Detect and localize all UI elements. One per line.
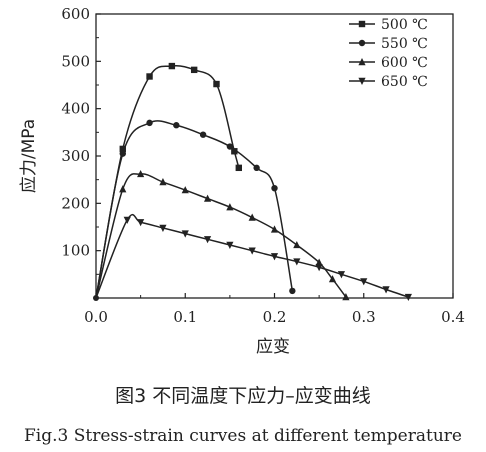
y-tick-label: 200 bbox=[61, 194, 90, 212]
data-point bbox=[137, 219, 145, 227]
y-tick-label: 100 bbox=[61, 242, 90, 260]
data-point bbox=[226, 203, 234, 211]
data-point bbox=[203, 194, 212, 202]
data-point bbox=[253, 164, 260, 172]
legend-label: 550 ℃ bbox=[381, 36, 428, 52]
data-point bbox=[173, 122, 180, 129]
data-point bbox=[337, 271, 346, 279]
data-point bbox=[235, 164, 242, 172]
legend-marker bbox=[358, 58, 366, 66]
data-point bbox=[190, 66, 198, 74]
data-point bbox=[293, 240, 301, 249]
legend-marker bbox=[358, 77, 366, 85]
data-point bbox=[119, 150, 126, 157]
x-axis-label: 应变 bbox=[256, 337, 290, 357]
legend: 500 ℃ 550 ℃ 600 ℃ 650 ℃ bbox=[349, 17, 428, 90]
data-point bbox=[226, 241, 234, 249]
axes-layer: 0.0 0.1 0.2 0.3 0.4 100 200 300 400 500 600 bbox=[61, 5, 465, 326]
x-tick-label: 0.3 bbox=[352, 308, 376, 326]
data-point bbox=[159, 224, 167, 232]
x-tick-label: 0.4 bbox=[441, 308, 465, 326]
data-point bbox=[119, 185, 127, 193]
data-point bbox=[271, 184, 278, 192]
legend-marker bbox=[358, 20, 366, 28]
data-point bbox=[289, 287, 296, 295]
data-point bbox=[199, 131, 207, 138]
y-tick-label: 300 bbox=[61, 147, 90, 165]
data-point bbox=[360, 278, 368, 286]
data-point bbox=[293, 258, 301, 266]
x-tick-label: 0.1 bbox=[173, 308, 197, 326]
series-line bbox=[95, 173, 347, 299]
data-point bbox=[181, 186, 189, 194]
data-point bbox=[226, 143, 234, 150]
data-point bbox=[315, 264, 323, 272]
data-point bbox=[270, 225, 279, 233]
data-point bbox=[404, 293, 412, 302]
x-tick-label: 0.2 bbox=[263, 308, 287, 326]
legend-label: 500 ℃ bbox=[381, 17, 428, 33]
series-3 bbox=[95, 213, 412, 302]
data-point bbox=[342, 293, 350, 301]
y-tick-label: 600 bbox=[61, 5, 90, 23]
legend-label: 600 ℃ bbox=[381, 55, 428, 71]
data-point bbox=[328, 275, 337, 283]
data-point bbox=[146, 119, 153, 127]
series-1 bbox=[95, 119, 296, 299]
data-point bbox=[270, 253, 279, 261]
legend-marker bbox=[358, 39, 366, 47]
data-point bbox=[203, 236, 212, 244]
origin-point bbox=[93, 295, 99, 301]
y-tick-label: 500 bbox=[61, 52, 90, 70]
series-line bbox=[95, 213, 409, 299]
data-point bbox=[168, 62, 176, 70]
data-point bbox=[231, 148, 238, 155]
data-point bbox=[213, 80, 220, 88]
series-layer bbox=[93, 62, 412, 302]
data-point bbox=[315, 258, 323, 266]
series-2 bbox=[95, 169, 350, 301]
y-tick-label: 400 bbox=[61, 100, 90, 118]
data-point bbox=[248, 247, 256, 255]
x-tick-label: 0.0 bbox=[84, 308, 108, 326]
series-line bbox=[95, 120, 294, 299]
data-point bbox=[123, 216, 131, 224]
y-axis-label: 应力/MPa bbox=[19, 119, 39, 193]
series-line bbox=[95, 65, 240, 299]
data-point bbox=[181, 230, 189, 238]
data-point bbox=[137, 169, 145, 178]
data-point bbox=[248, 213, 256, 221]
data-point bbox=[119, 145, 126, 153]
data-point bbox=[146, 73, 153, 80]
series-0 bbox=[95, 62, 242, 299]
data-point bbox=[382, 286, 390, 294]
legend-label: 650 ℃ bbox=[381, 74, 428, 90]
caption-chinese: 图3 不同温度下应力–应变曲线 bbox=[115, 385, 371, 407]
data-point bbox=[159, 178, 167, 186]
caption-english: Fig.3 Stress-strain curves at different … bbox=[24, 426, 462, 446]
